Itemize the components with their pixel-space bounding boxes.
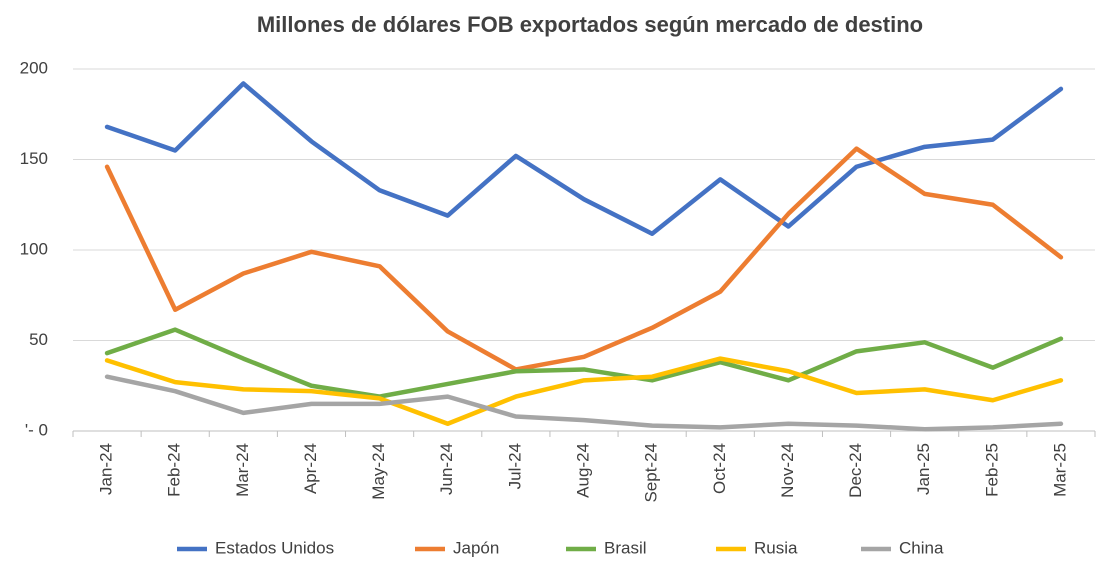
series-line [104, 81, 1064, 236]
legend-label: Rusia [754, 538, 798, 557]
x-tick-label: May-24 [369, 443, 388, 500]
x-tick-label: Jun-24 [437, 443, 456, 495]
x-tick-label: Mar-24 [233, 443, 252, 497]
x-tick-label: Aug-24 [573, 443, 592, 498]
series-line [104, 327, 1064, 399]
x-tick-label: Oct-24 [710, 443, 729, 494]
y-tick-label: '- 0 [25, 420, 48, 439]
legend-label: Brasil [604, 538, 647, 557]
x-tick-label: Feb-25 [982, 443, 1001, 497]
x-tick-label: Dec-24 [846, 443, 865, 498]
y-tick-label: 200 [20, 58, 48, 77]
chart-title: Millones de dólares FOB exportados según… [257, 12, 923, 37]
x-tick-label: Jul-24 [505, 443, 524, 489]
x-tick-label: Jan-24 [97, 443, 116, 495]
x-tick-label: Feb-24 [165, 443, 184, 497]
series-line [104, 356, 1064, 427]
series-line [104, 374, 1064, 432]
y-tick-label: 100 [20, 239, 48, 258]
y-tick-label: 50 [29, 330, 48, 349]
legend-label: Estados Unidos [215, 538, 334, 557]
x-tick-label: Nov-24 [778, 443, 797, 498]
series-line [104, 146, 1064, 372]
legend-label: China [899, 538, 944, 557]
x-tick-label: Apr-24 [301, 443, 320, 494]
x-tick-label: Jan-25 [914, 443, 933, 495]
x-tick-label: Sept-24 [642, 443, 661, 503]
y-tick-label: 150 [20, 149, 48, 168]
legend-label: Japón [453, 538, 499, 557]
x-tick-label: Mar-25 [1050, 443, 1069, 497]
